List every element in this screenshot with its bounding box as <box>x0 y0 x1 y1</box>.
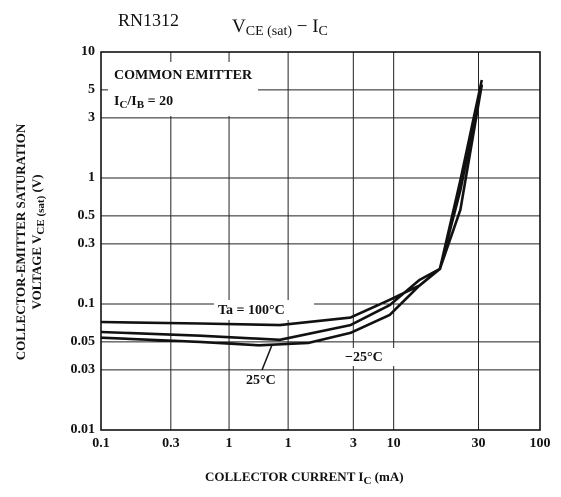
plot-frame <box>100 51 541 431</box>
y-tick-label: 3 <box>88 110 95 125</box>
series-line <box>100 79 484 342</box>
x-tick-label: 30 <box>472 436 486 451</box>
y-tick-label: 0.03 <box>71 362 96 377</box>
title-part: V <box>232 16 246 37</box>
ratio-part: /I <box>126 94 136 109</box>
y-tick-label: 5 <box>88 82 95 97</box>
x-tick-label: 0.1 <box>92 436 110 451</box>
y-tick-label: 1 <box>88 170 95 185</box>
y-tick-label: 0.1 <box>78 296 96 311</box>
model-label: RN1312 <box>118 10 179 30</box>
y-tick-label: 0.05 <box>71 334 96 349</box>
y-label-line: COLLECTOR-EMITTER SATURATION <box>13 123 28 360</box>
ratio-sub: C <box>119 99 127 111</box>
chart-title: VCE (sat) − IC <box>232 16 328 39</box>
title-part: − I <box>292 16 319 37</box>
label-bg <box>214 300 314 320</box>
annotation: COMMON EMITTER <box>114 68 253 83</box>
y-tick-label: 0.01 <box>71 422 96 437</box>
series-line <box>100 84 484 347</box>
x-tick-label: 100 <box>530 436 551 451</box>
ratio-part: = 20 <box>144 94 173 109</box>
series-line <box>100 84 484 327</box>
ratio-sub: B <box>137 99 145 111</box>
x-tick-label: 1 <box>226 436 233 451</box>
legend-label: Ta = 100°C <box>218 303 285 318</box>
y-tick-label: 0.5 <box>78 208 96 223</box>
label-bg <box>244 371 286 389</box>
y-axis-label: COLLECTOR-EMITTER SATURATION VOLTAGE VCE… <box>13 123 47 360</box>
title-sub: C <box>319 24 328 39</box>
y-label-part: (V) <box>29 174 44 195</box>
y-tick-label: 0.3 <box>78 236 96 251</box>
x-tick-label: 10 <box>387 436 401 451</box>
x-tick-label: 0.3 <box>162 436 180 451</box>
x-label-part: (mA) <box>371 469 403 484</box>
legend-label: −25°C <box>345 350 383 365</box>
x-tick-label: 3 <box>350 436 357 451</box>
x-label-part: COLLECTOR CURRENT I <box>205 469 363 484</box>
label-bg <box>343 348 395 366</box>
ratio-part: I <box>114 94 119 109</box>
annotation-box <box>108 62 258 116</box>
y-label-sub: CE (sat) <box>35 195 47 234</box>
x-axis-label: COLLECTOR CURRENT IC (mA) <box>205 469 404 487</box>
label-pointer <box>261 344 273 371</box>
y-tick-label: 10 <box>81 44 95 59</box>
annotation: IC/IB = 20 <box>114 94 173 110</box>
y-label-part: VOLTAGE V <box>29 234 44 310</box>
y-label-line: VOLTAGE VCE (sat) (V) <box>29 174 47 309</box>
x-label-sub: C <box>363 475 371 487</box>
title-sub: CE (sat) <box>246 24 293 39</box>
lines <box>100 79 484 347</box>
x-tick-label: 1 <box>285 436 292 451</box>
legend-label: 25°C <box>246 373 276 388</box>
